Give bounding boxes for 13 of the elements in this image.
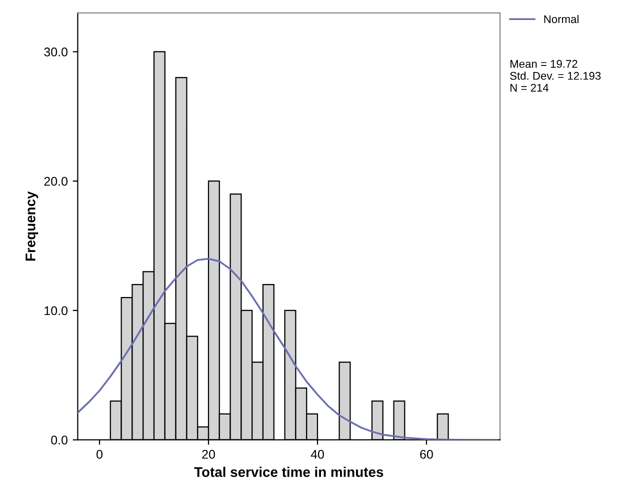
x-axis-title: Total service time in minutes [194, 466, 384, 477]
y-tick-label: 0.0 [51, 436, 68, 444]
x-tick-label: 0 [96, 450, 102, 459]
text: Mean = 19.72 Std. Dev. = 12.193 N = 214 [510, 60, 601, 92]
x-tick-label: 60 [420, 450, 433, 459]
y-axis-title: Frequency [26, 191, 38, 261]
y-tick-label: 10.0 [44, 306, 68, 316]
y-tick-label: 20.0 [44, 176, 68, 186]
x-tick-label: 20 [202, 450, 215, 459]
legend-label: Normal [544, 14, 578, 24]
y-tick-label: 30.0 [44, 48, 68, 56]
x-tick-label: 40 [310, 450, 324, 459]
line-series [78, 258, 498, 440]
